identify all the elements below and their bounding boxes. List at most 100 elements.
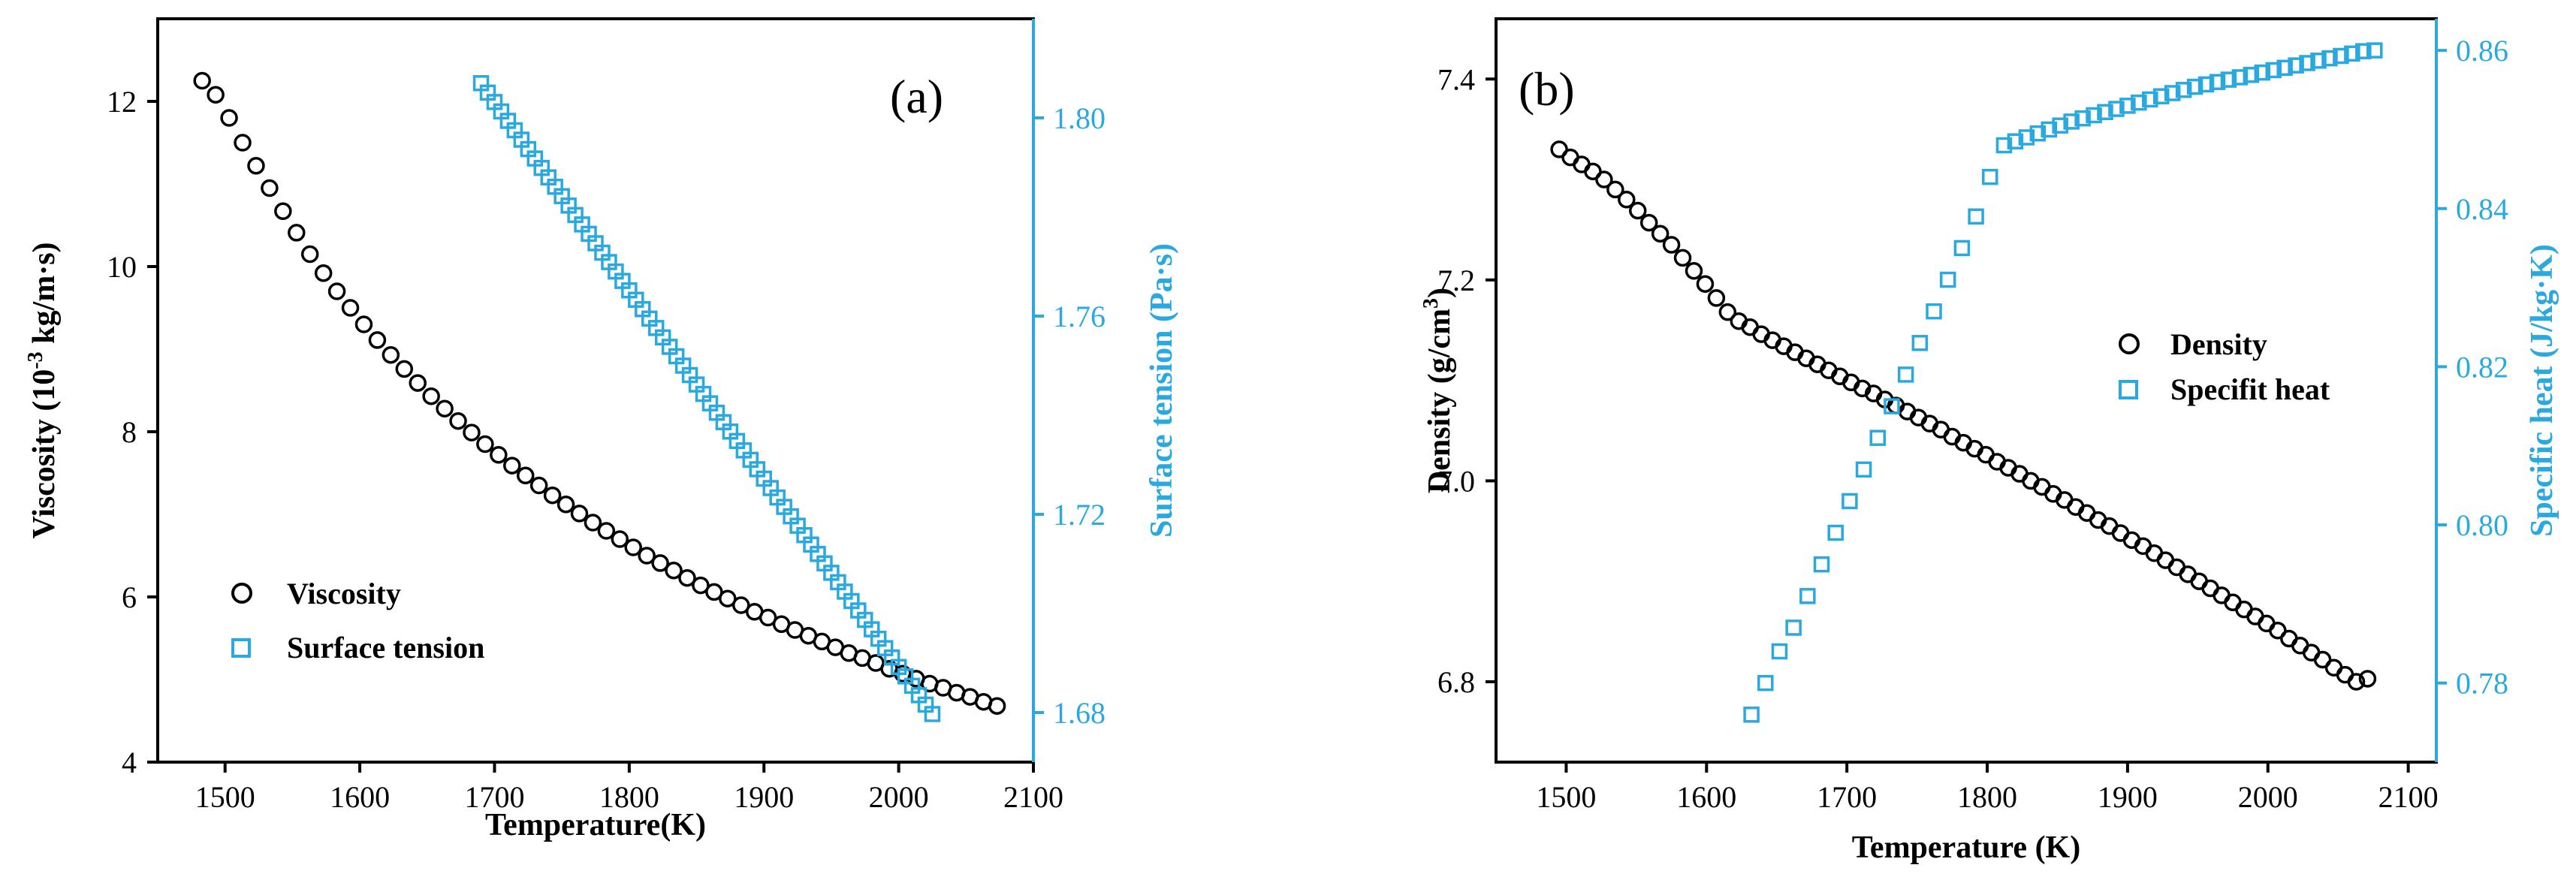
specifit-heat-point (2119, 98, 2136, 114)
viscosity-point (638, 547, 656, 565)
panel-b-points (1550, 42, 2383, 723)
specifit-heat-point (2243, 67, 2260, 83)
viscosity-point (692, 576, 710, 595)
viscosity-point (476, 435, 494, 454)
panel-b-left-y-ticks: 6.8 7.0 7.2 7.4 (1437, 62, 1496, 699)
specifit-heat-point (1799, 588, 1816, 604)
viscosity-point (382, 345, 400, 364)
specifit-heat-point (2164, 85, 2181, 101)
viscosity-point (678, 568, 696, 587)
left-y-tick-label: 4 (122, 746, 137, 779)
density-point (1707, 289, 1726, 307)
viscosity-point (597, 522, 616, 540)
viscosity-point (300, 245, 319, 264)
specifit-heat-point (1785, 619, 1802, 636)
viscosity-point (516, 466, 535, 485)
panel-b-x-ticks: 1500 1600 1700 1800 1900 2000 2100 (1536, 762, 2439, 814)
left-y-tick-label: 7.2 (1437, 264, 1475, 297)
specifit-heat-point (1968, 208, 1984, 225)
right-y-tick-label: 0.78 (2456, 667, 2508, 701)
specifit-heat-point (1897, 366, 1914, 383)
specifit-heat-point (2366, 42, 2383, 59)
specifit-heat-point (1995, 137, 2013, 154)
viscosity-point (543, 486, 562, 505)
x-tick-label: 1600 (1676, 780, 1736, 814)
specifit-heat-point (2086, 107, 2102, 124)
x-tick-label: 2000 (2238, 780, 2298, 814)
x-tick-label: 1500 (195, 780, 255, 814)
specifit-heat-point (2209, 74, 2226, 91)
specifit-heat-point (1813, 556, 1830, 573)
panel-b: 1500 1600 1700 1800 1900 2000 2100 6.8 7.0 7.2 7.… (1419, 17, 2559, 865)
specifit-heat-point (2142, 91, 2158, 108)
specifit-heat-point (2310, 53, 2327, 69)
legend-density-label: Density (2170, 327, 2267, 361)
legend-specific-heat-marker (2119, 380, 2138, 399)
viscosity-point (557, 496, 575, 514)
specifit-heat-point (2220, 71, 2237, 88)
specifit-heat-point (2131, 94, 2147, 111)
density-point (1718, 303, 1737, 321)
specifit-heat-point (2052, 117, 2068, 134)
density-point (2358, 670, 2377, 688)
x-tick-label: 1900 (734, 780, 794, 814)
specifit-heat-point (2276, 59, 2293, 77)
specifit-heat-point (1855, 461, 1872, 478)
viscosity-point (354, 315, 373, 333)
specifit-heat-point (2254, 64, 2271, 81)
panel-b-label: (b) (1519, 62, 1575, 116)
density-point (1639, 213, 1658, 232)
x-tick-label: 1700 (464, 780, 524, 814)
panel-a-right-y-ticks: 1.68 1.72 1.76 1.80 (1033, 101, 1106, 730)
specifit-heat-point (2321, 50, 2338, 67)
density-point (2313, 650, 2332, 669)
specifit-heat-point (1911, 335, 1929, 351)
viscosity-point (449, 411, 467, 430)
density-point (1685, 262, 1703, 280)
specifit-heat-point (1982, 168, 1998, 185)
viscosity-point (314, 264, 333, 282)
specifit-heat-point (1869, 429, 1887, 446)
viscosity-point (274, 202, 292, 221)
density-point (2347, 673, 2366, 691)
viscosity-point (341, 299, 360, 317)
density-point (1606, 180, 1624, 199)
left-y-tick-label: 7.4 (1437, 62, 1475, 96)
panel-a-legend: Viscosity Surface tension (231, 577, 484, 664)
panel-a-left-y-axis-title: Viscosity (10-3 kg/m·s) (24, 242, 62, 538)
viscosity-point (719, 589, 737, 607)
specifit-heat-point (2355, 43, 2372, 59)
right-y-tick-label: 0.84 (2456, 192, 2508, 226)
left-y-tick-label: 6 (122, 580, 137, 614)
viscosity-point (261, 179, 279, 197)
viscosity-point (624, 538, 642, 556)
x-tick-label: 2100 (2378, 780, 2439, 814)
right-y-tick-label: 0.80 (2456, 508, 2508, 542)
specifit-heat-point (2175, 82, 2192, 98)
x-tick-label: 1600 (330, 780, 390, 814)
specifit-heat-point (2097, 104, 2113, 121)
specifit-heat-point (1939, 271, 1956, 288)
right-y-tick-label: 0.86 (2456, 34, 2508, 68)
x-tick-label: 1800 (1957, 780, 2017, 814)
left-y-tick-label: 10 (107, 250, 137, 284)
specifit-heat-point (2299, 55, 2315, 71)
x-tick-label: 2100 (1003, 780, 1063, 814)
panel-b-left-y-axis-title: Density (g/cm3) (1419, 288, 1457, 493)
viscosity-point (436, 399, 454, 417)
specifit-heat-point (2265, 62, 2282, 79)
viscosity-point (207, 86, 225, 104)
viscosity-point (422, 387, 440, 405)
legend-viscosity-marker (231, 583, 252, 604)
specifit-heat-point (2186, 78, 2203, 95)
left-y-tick-label: 8 (122, 415, 137, 449)
specifit-heat-point (2333, 47, 2349, 65)
right-y-tick-label: 1.72 (1053, 498, 1106, 532)
x-tick-label: 1500 (1536, 780, 1596, 814)
left-y-tick-label: 6.8 (1437, 665, 1475, 699)
specifit-heat-point (2288, 57, 2304, 74)
surface-tension-point (924, 706, 941, 722)
panel-b-legend: Density Specifit heat (2119, 327, 2330, 406)
specifit-heat-point (2063, 113, 2080, 130)
